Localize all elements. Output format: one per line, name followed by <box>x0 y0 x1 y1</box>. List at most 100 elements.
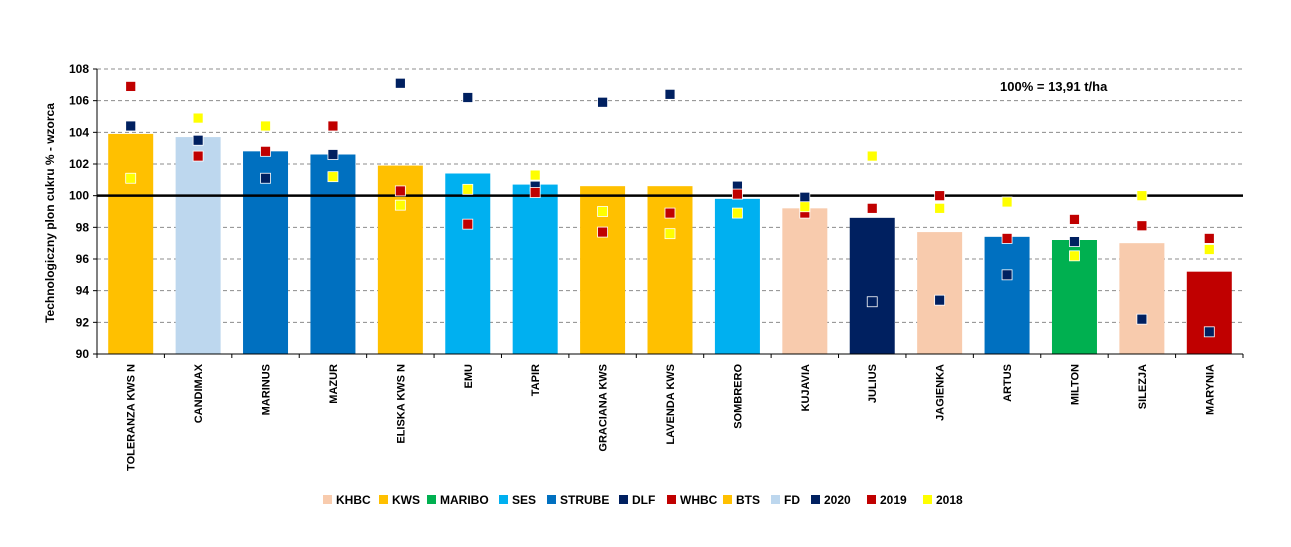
marker-2020 <box>664 88 676 100</box>
legend-label: KHBC <box>336 493 371 507</box>
legend-label: MARIBO <box>440 493 489 507</box>
bar <box>512 184 558 354</box>
category-labels: TOLERANZA KWS N CANDIMAX MARINUS MAZUR ELISK… <box>126 363 1217 471</box>
bar <box>849 217 895 354</box>
y-tick-labels: 90 92 94 96 98 100 102 104 106 108 <box>69 62 89 361</box>
y-tick-label: 92 <box>76 315 90 329</box>
marker-2018 <box>799 201 811 213</box>
legend-swatch <box>923 495 932 504</box>
legend: KHBC KWS MARIBO SES STRUBE DLF WHBC BTS FD 2020 20… <box>323 493 963 507</box>
marker-2020 <box>934 294 946 306</box>
category-label: TAPIR <box>530 364 542 396</box>
marker-2018 <box>125 172 137 184</box>
category-label: SOMBRERO <box>732 364 744 429</box>
category-label: EMU <box>463 364 475 389</box>
marker-2018 <box>934 202 946 214</box>
marker-2018 <box>529 169 541 181</box>
annotation-text: 100% = 13,91 t/ha <box>1000 79 1108 94</box>
marker-2019 <box>664 207 676 219</box>
bars <box>108 133 1232 354</box>
bar <box>377 165 423 354</box>
bar <box>310 154 356 354</box>
marker-2018 <box>327 171 339 183</box>
marker-2018 <box>1001 196 1013 208</box>
marker-2019 <box>394 185 406 197</box>
marker-2019 <box>1136 220 1148 232</box>
y-tick-label: 90 <box>76 347 90 361</box>
marker-2020 <box>1203 326 1215 338</box>
marker-2019 <box>125 81 137 92</box>
category-label: JAGIENKA <box>935 364 947 421</box>
legend-label: 2020 <box>824 493 851 507</box>
legend-swatch <box>379 495 388 504</box>
y-tick-label: 106 <box>69 94 89 108</box>
legend-swatch <box>619 495 628 504</box>
bar <box>984 236 1030 354</box>
bar <box>1186 271 1232 354</box>
marker-2018 <box>1203 244 1215 255</box>
marker-2019 <box>732 188 743 200</box>
legend-swatch <box>667 495 676 504</box>
legend-swatch <box>811 495 820 504</box>
y-tick-label: 108 <box>69 62 89 76</box>
axes <box>93 68 1244 358</box>
category-label: KUJAVIA <box>800 364 812 412</box>
y-tick-label: 96 <box>76 252 90 266</box>
marker-2020 <box>260 172 271 184</box>
y-tick-label: 94 <box>76 284 90 298</box>
marker-2020 <box>327 149 339 160</box>
marker-2018 <box>192 112 204 124</box>
category-label: MARYNIA <box>1204 364 1216 415</box>
marker-2019 <box>529 187 541 198</box>
legend-label: SES <box>512 493 536 507</box>
category-label: TOLERANZA KWS N <box>126 364 138 471</box>
marker-2019 <box>1203 233 1215 244</box>
category-label: MILTON <box>1069 364 1081 405</box>
y-tick-label: 100 <box>69 189 89 203</box>
category-label: MAZUR <box>328 364 340 404</box>
legend-label: FD <box>784 493 800 507</box>
marker-2018 <box>1069 250 1080 262</box>
marker-2019 <box>327 120 339 132</box>
bar <box>445 173 491 354</box>
legend-label: 2019 <box>880 493 907 507</box>
legend-swatch <box>323 495 332 504</box>
legend-label: WHBC <box>680 493 718 507</box>
marker-2020 <box>462 92 474 103</box>
legend-label: KWS <box>392 493 420 507</box>
legend-swatch <box>867 495 876 504</box>
series-markers <box>125 77 1215 338</box>
marker-2019 <box>866 202 878 214</box>
marker-2020 <box>192 134 204 146</box>
marker-2018 <box>732 207 743 219</box>
marker-2020 <box>394 77 406 89</box>
y-axis-label: Technologiczny plon cukru % - wzorca <box>43 103 57 323</box>
legend-swatch <box>499 495 508 504</box>
marker-2019 <box>597 226 608 238</box>
legend-swatch <box>427 495 436 504</box>
marker-2018 <box>462 183 474 195</box>
y-tick-label: 98 <box>76 220 90 234</box>
legend-label: BTS <box>736 493 760 507</box>
legend-label: DLF <box>632 493 655 507</box>
legend-label: STRUBE <box>560 493 609 507</box>
category-label: GRACIANA KWS <box>598 364 610 452</box>
marker-2020 <box>1069 236 1080 247</box>
category-label: JULIUS <box>867 364 879 403</box>
marker-2019 <box>934 190 946 202</box>
marker-2019 <box>1001 233 1013 244</box>
marker-2018 <box>260 120 271 132</box>
category-label: LAVENDA KWS <box>665 364 677 445</box>
marker-2020 <box>125 120 137 132</box>
legend-label: 2018 <box>936 493 963 507</box>
marker-2018 <box>664 228 676 240</box>
marker-2019 <box>260 145 271 157</box>
marker-2020 <box>1001 269 1013 281</box>
marker-2018 <box>866 150 878 162</box>
marker-2020 <box>866 296 878 308</box>
marker-2018 <box>394 199 406 211</box>
category-label: SILEZJA <box>1137 364 1149 409</box>
marker-2019 <box>462 218 474 230</box>
category-label: ELISKA KWS N <box>395 364 407 444</box>
